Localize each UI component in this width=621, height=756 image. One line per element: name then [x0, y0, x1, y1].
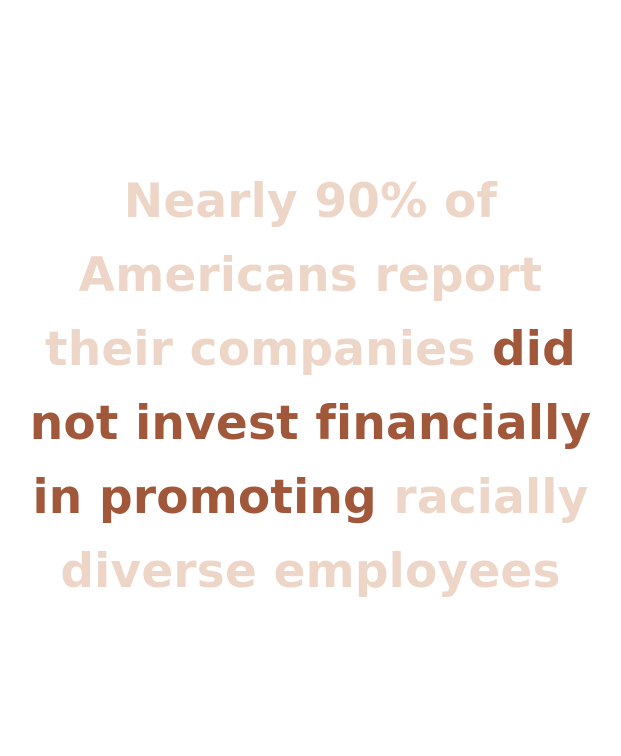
quote-line-2-text: Americans report	[79, 248, 543, 303]
quote-line-5-highlight-text: in promoting	[33, 470, 377, 525]
quote-line-3-muted-text: their companies	[45, 322, 492, 377]
statistic-quote: Nearly 90% of Americans report their com…	[0, 165, 621, 609]
quote-line-6-text: diverse employees	[60, 544, 560, 599]
quote-line-3: their companies did	[0, 313, 621, 387]
quote-line-4: not invest financially	[0, 387, 621, 461]
quote-line-6: diverse employees	[0, 535, 621, 609]
quote-line-5-muted-text: racially	[377, 470, 589, 525]
quote-line-3-highlight-text: did	[492, 322, 576, 377]
quote-line-4-highlight-text: not invest financially	[30, 396, 592, 451]
quote-line-1: Nearly 90% of	[0, 165, 621, 239]
quote-line-2: Americans report	[0, 239, 621, 313]
quote-line-5: in promoting racially	[0, 461, 621, 535]
quote-line-1-text: Nearly 90% of	[124, 174, 497, 229]
